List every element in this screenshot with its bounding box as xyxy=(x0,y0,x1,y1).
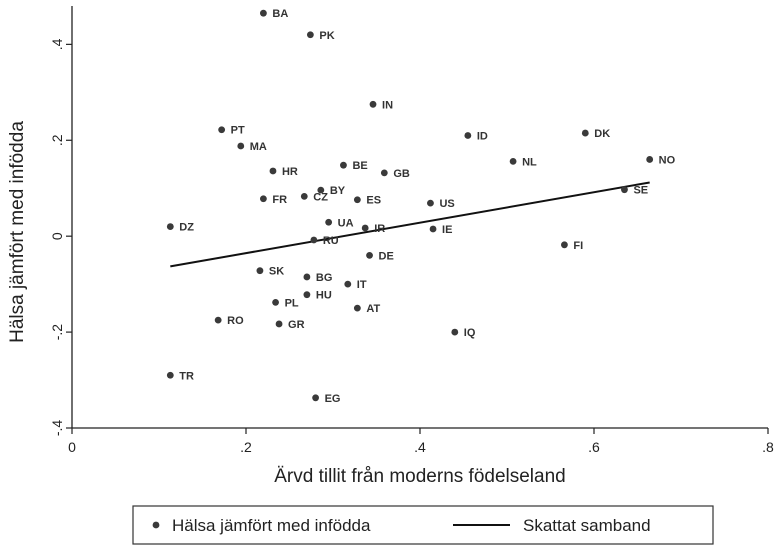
point-label: NO xyxy=(659,154,676,166)
scatter-point xyxy=(380,169,388,177)
scatter-point xyxy=(260,195,267,203)
point-label: HR xyxy=(282,166,298,178)
point-label: PK xyxy=(319,30,334,42)
scatter-point xyxy=(303,291,311,299)
legend: Hälsa jämfört med infödda Skattat samban… xyxy=(132,505,714,545)
point-label: GR xyxy=(288,319,305,331)
scatter-point xyxy=(581,129,589,137)
scatter-point xyxy=(451,328,459,336)
scatter-point xyxy=(621,186,628,194)
x-tick-label: .4 xyxy=(414,439,426,455)
scatter-point xyxy=(464,132,472,139)
point-label: UA xyxy=(338,217,354,229)
scatter-point xyxy=(166,223,174,230)
scatter-point xyxy=(269,167,277,175)
scatter-point xyxy=(561,241,568,249)
scatter-point xyxy=(366,251,373,259)
fit-line xyxy=(170,181,650,268)
point-label: SE xyxy=(633,185,648,197)
scatter-point xyxy=(353,196,361,204)
point-label: IR xyxy=(374,223,385,235)
scatter-point xyxy=(509,157,517,165)
scatter-point xyxy=(166,371,174,379)
scatter-point xyxy=(344,280,352,288)
y-tick-label: 0 xyxy=(49,232,65,240)
fit-line-layer xyxy=(170,181,650,268)
scatter-point xyxy=(317,186,325,194)
scatter-point xyxy=(256,267,264,275)
legend-label-points: Hälsa jämfört med infödda xyxy=(172,516,371,535)
scatter-point xyxy=(306,31,314,39)
point-label: IE xyxy=(442,224,452,236)
plot-area: -.4 -.2 0 .2 .4 0 .2 .4 .6 .8 BA PK IN PT ID DK MA NO NL… xyxy=(49,6,774,455)
point-label: SK xyxy=(269,266,284,278)
y-tick-label: -.4 xyxy=(49,420,65,437)
x-tick-label: .8 xyxy=(762,439,774,455)
point-label: FR xyxy=(272,194,287,206)
point-label: RU xyxy=(323,235,339,247)
point-label: ES xyxy=(366,195,381,207)
scatter-point xyxy=(272,298,279,306)
scatter-point xyxy=(361,224,369,232)
scatter-point xyxy=(353,304,361,312)
scatter-point xyxy=(260,9,267,17)
scatter-point xyxy=(427,199,434,207)
point-label: US xyxy=(439,198,454,210)
y-tick-label: .4 xyxy=(49,38,65,50)
y-tick-label: .2 xyxy=(49,134,65,146)
x-axis-ticks: 0 .2 .4 .6 .8 xyxy=(68,428,774,455)
scatter-point xyxy=(369,100,377,108)
point-label: PL xyxy=(285,297,299,309)
scatter-point xyxy=(325,218,333,226)
scatter-point xyxy=(303,273,311,281)
scatter-point xyxy=(218,126,226,134)
point-label: BE xyxy=(352,160,367,172)
point-label: DE xyxy=(379,250,394,262)
point-label: BG xyxy=(316,272,333,284)
scatter-point xyxy=(429,225,437,233)
y-axis-title: Hälsa jämfört med infödda xyxy=(7,121,28,343)
x-tick-label: .2 xyxy=(240,439,252,455)
scatter-point xyxy=(340,161,347,169)
point-label: DK xyxy=(594,128,610,140)
point-label: AT xyxy=(366,303,380,315)
point-label: NL xyxy=(522,156,537,168)
y-tick-label: -.2 xyxy=(49,324,65,341)
legend-label-line: Skattat samband xyxy=(523,516,651,535)
scatter-point xyxy=(312,394,319,402)
point-label: IN xyxy=(382,99,393,111)
point-label: HU xyxy=(316,290,332,302)
scatter-point xyxy=(310,236,318,244)
point-label: BA xyxy=(272,8,288,20)
legend-box xyxy=(132,505,714,545)
scatter-point xyxy=(646,156,654,163)
scatter-point xyxy=(300,192,308,200)
x-tick-label: .6 xyxy=(588,439,600,455)
point-label: EG xyxy=(325,393,341,405)
point-label: ID xyxy=(477,130,488,142)
point-label: RO xyxy=(227,315,244,327)
point-label: IQ xyxy=(464,327,476,339)
point-label: PT xyxy=(231,125,245,137)
x-axis-title: Ärvd tillit från moderns födelseland xyxy=(274,466,565,487)
point-label: GB xyxy=(393,168,410,180)
legend-marker-points xyxy=(152,521,160,529)
point-label: IT xyxy=(357,279,367,291)
point-label: DZ xyxy=(179,222,194,234)
scatter-point xyxy=(237,142,245,150)
point-label: CZ xyxy=(313,191,328,203)
point-label: TR xyxy=(179,370,194,382)
x-tick-label: 0 xyxy=(68,439,76,455)
point-label: FI xyxy=(573,240,583,252)
point-label: BY xyxy=(330,185,346,197)
point-label: MA xyxy=(250,141,267,153)
scatter-point xyxy=(275,320,283,328)
y-axis-ticks: -.4 -.2 0 .2 .4 xyxy=(49,38,72,436)
scatter-point xyxy=(214,316,222,324)
